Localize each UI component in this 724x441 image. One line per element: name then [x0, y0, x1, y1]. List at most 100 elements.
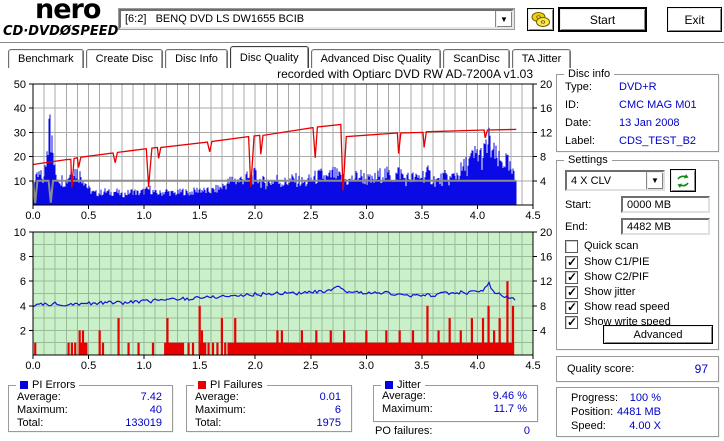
svg-text:3.0: 3.0 — [359, 360, 374, 372]
po-failures-label: PO failures: — [375, 425, 433, 437]
pi-failures-legend-square — [198, 381, 206, 389]
tab-disc-info[interactable]: Disc Info — [165, 49, 228, 68]
chevron-down-icon[interactable]: ▼ — [495, 11, 512, 27]
svg-text:4.5: 4.5 — [525, 360, 540, 372]
jitter-stats-box: Jitter Average: 9.46 % Maximum: 11.7 % — [373, 379, 538, 422]
svg-text:0.0: 0.0 — [25, 360, 40, 372]
disc-id-value: CMC MAG M01 — [619, 99, 697, 111]
svg-text:20: 20 — [540, 227, 552, 239]
svg-text:1.5: 1.5 — [192, 360, 207, 372]
pi-errors-total-value: 133019 — [125, 417, 162, 429]
pi-errors-legend: PI Errors — [16, 379, 80, 391]
pi-failures-maximum-label: Maximum: — [195, 404, 246, 416]
position-label: Position: — [571, 406, 614, 418]
svg-text:2: 2 — [20, 325, 26, 337]
checkbox-quick-scan[interactable]: Quick scan — [565, 239, 638, 253]
svg-text:0.0: 0.0 — [25, 210, 40, 222]
svg-text:2.0: 2.0 — [248, 360, 263, 372]
tab-advanced-disc-quality[interactable]: Advanced Disc Quality — [310, 49, 442, 68]
exit-button[interactable]: Exit — [667, 7, 722, 32]
drive-select[interactable]: [6:2] BENQ DVD LS DW1655 BCIB ▼ — [118, 8, 515, 30]
show-read-speed-label: Show read speed — [584, 301, 670, 313]
jitter-pi-failures-chart: 2 4 6 8 10 4 8 12 16 20 0.0 0.5 1.0 1.5 2.0 2.5 3.0 3.5 4.… — [14, 227, 553, 372]
show-read-speed-checkbox[interactable] — [565, 300, 578, 314]
svg-text:4.0: 4.0 — [470, 360, 485, 372]
speed-label: Speed: — [571, 420, 606, 432]
settings-groupbox: Settings 4 X CLV ▼ Start: End: Quick sca… — [556, 154, 719, 350]
end-position-label: End: — [565, 221, 588, 233]
svg-text:1.0: 1.0 — [136, 360, 151, 372]
drive-select-value: [6:2] BENQ DVD LS DW1655 BCIB — [125, 13, 305, 25]
pi-errors-average-label: Average: — [17, 391, 61, 403]
eject-disc-icon — [531, 12, 550, 27]
tab-disc-quality[interactable]: Disc Quality — [229, 46, 309, 68]
tab-create-disc[interactable]: Create Disc — [85, 49, 164, 68]
show-jitter-checkbox[interactable] — [565, 285, 578, 299]
svg-text:16: 16 — [540, 252, 552, 264]
svg-text:1.5: 1.5 — [192, 210, 207, 222]
refresh-button[interactable] — [670, 169, 696, 192]
svg-text:10: 10 — [14, 227, 26, 239]
checkbox-show-read-speed[interactable]: Show read speed — [565, 300, 670, 314]
quality-score-box: Quality score: 97 — [556, 356, 719, 382]
quick-scan-label: Quick scan — [584, 240, 639, 252]
show-c1-pie-checkbox[interactable] — [565, 255, 578, 269]
start-button[interactable]: Start — [558, 7, 647, 32]
svg-text:8: 8 — [540, 152, 546, 164]
svg-text:3.0: 3.0 — [359, 210, 374, 222]
jitter-title: Jitter — [397, 379, 421, 391]
pi-failures-total-label: Total: — [195, 417, 222, 429]
checkbox-show-c1-pie[interactable]: Show C1/PIE — [565, 255, 649, 269]
jitter-maximum-value: 11.7 % — [493, 403, 527, 415]
disc-label-label: Label: — [565, 135, 595, 147]
tab-benchmark[interactable]: Benchmark — [8, 49, 84, 68]
pi-errors-maximum-value: 40 — [149, 404, 162, 416]
show-c1-pie-label: Show C1/PIE — [584, 256, 650, 268]
jitter-average-label: Average: — [382, 390, 426, 402]
tab-scandisc[interactable]: ScanDisc — [443, 49, 510, 68]
svg-text:4: 4 — [20, 301, 26, 313]
quick-scan-checkbox[interactable] — [565, 239, 578, 253]
svg-text:40: 40 — [14, 103, 26, 115]
settings-title: Settings — [564, 154, 612, 166]
start-position-field[interactable] — [621, 196, 710, 213]
tab-ta-jitter[interactable]: TA Jitter — [511, 49, 572, 68]
disc-info-title: Disc info — [564, 68, 615, 80]
pi-failures-total-value: 1975 — [316, 417, 341, 429]
jitter-average-value: 9.46 % — [492, 390, 527, 402]
svg-text:4.5: 4.5 — [525, 210, 540, 222]
po-failures-row: PO failures: 0 — [375, 425, 535, 439]
svg-text:10: 10 — [14, 176, 26, 188]
scan-speed-select[interactable]: 4 X CLV ▼ — [565, 170, 665, 191]
jitter-legend: Jitter — [381, 379, 425, 391]
cd-dvd-speed-logo-text: CD·DVDØSPEED — [3, 24, 119, 39]
advanced-button[interactable]: Advanced — [603, 325, 713, 344]
svg-text:20: 20 — [14, 152, 26, 164]
show-c2-pif-checkbox[interactable] — [565, 270, 578, 284]
svg-text:8: 8 — [20, 252, 26, 264]
show-write-speed-checkbox[interactable] — [565, 315, 578, 329]
pi-errors-average-value: 7.42 — [140, 391, 162, 403]
pi-failures-title: PI Failures — [210, 379, 263, 391]
svg-text:12: 12 — [540, 276, 552, 288]
svg-text:30: 30 — [14, 127, 26, 139]
pi-failures-stats-box: PI Failures Average: 0.01 Maximum: 6 Total… — [186, 379, 352, 432]
svg-text:2.5: 2.5 — [303, 210, 318, 222]
pi-errors-title: PI Errors — [32, 379, 76, 391]
eject-button[interactable] — [527, 8, 554, 31]
svg-text:16: 16 — [540, 103, 552, 115]
checkbox-show-jitter[interactable]: Show jitter — [565, 285, 635, 299]
progress-label: Progress: — [571, 392, 619, 404]
show-jitter-label: Show jitter — [584, 286, 636, 298]
position-value: 4481 MB — [616, 406, 661, 418]
progress-value: 100 % — [629, 392, 661, 404]
pi-errors-legend-square — [20, 381, 28, 389]
checkbox-show-c2-pif[interactable]: Show C2/PIF — [565, 270, 649, 284]
disc-id-label: ID: — [565, 99, 580, 111]
header-divider — [0, 42, 724, 44]
pi-failures-legend: PI Failures — [194, 379, 267, 391]
end-position-field[interactable] — [621, 218, 710, 235]
chevron-down-icon[interactable]: ▼ — [646, 172, 663, 189]
pi-failures-average-value: 0.01 — [319, 391, 341, 403]
